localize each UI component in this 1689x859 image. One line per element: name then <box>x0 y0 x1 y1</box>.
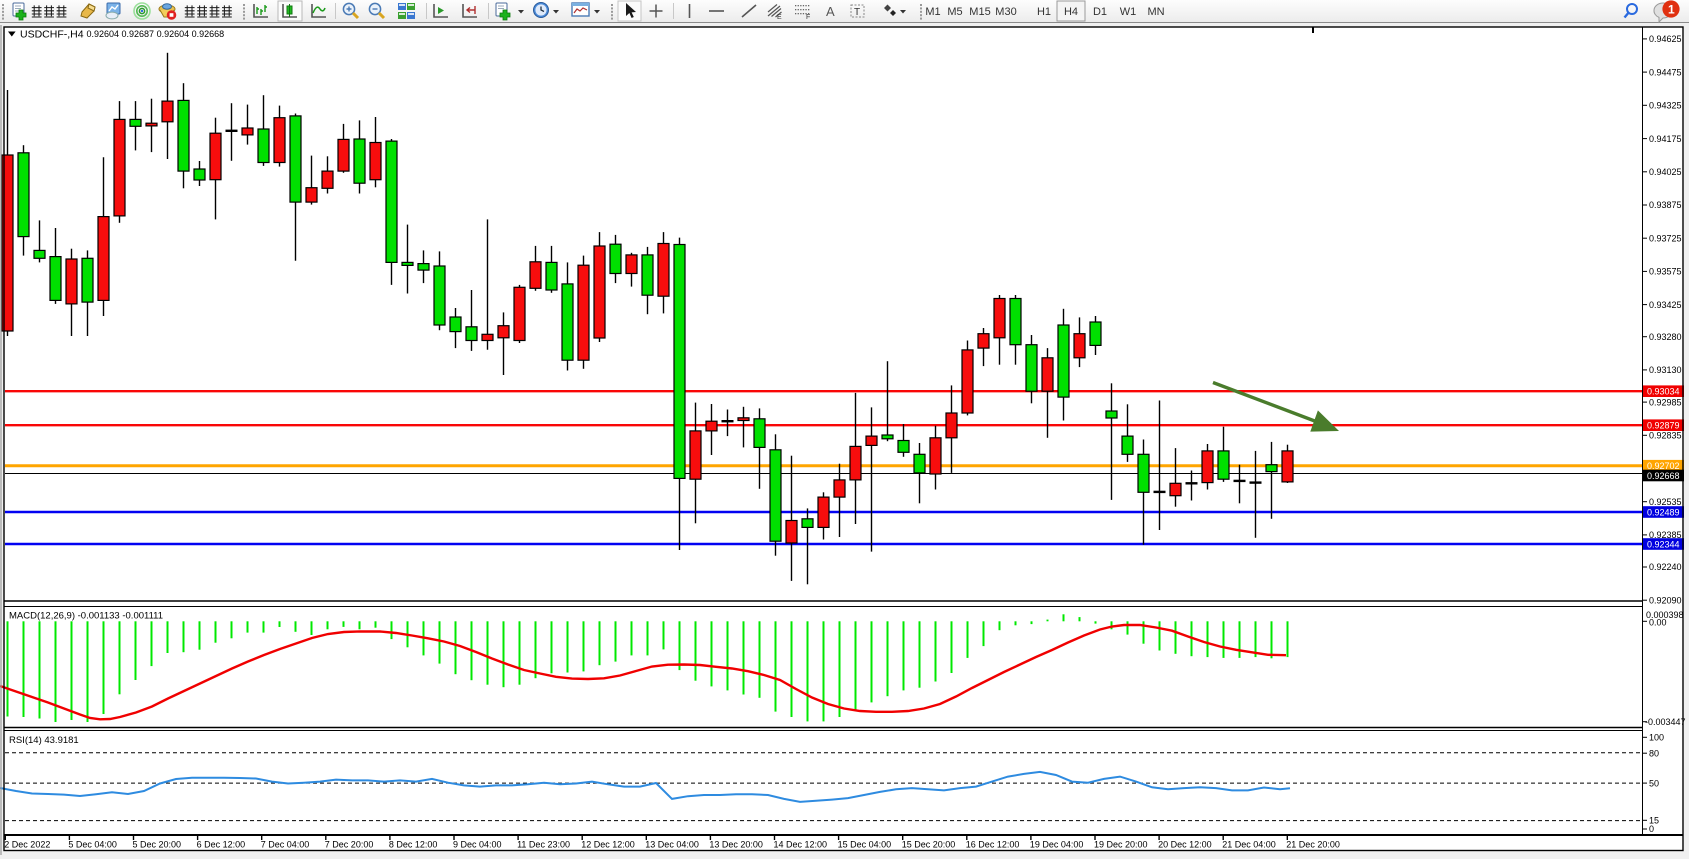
svg-text:M30: M30 <box>995 6 1016 18</box>
svg-text:0: 0 <box>1649 824 1654 834</box>
svg-text:E: E <box>777 14 782 21</box>
svg-text:0.93725: 0.93725 <box>1649 233 1682 243</box>
svg-text:0.92668: 0.92668 <box>1647 471 1680 481</box>
svg-text:0.93130: 0.93130 <box>1649 365 1682 375</box>
svg-text:15 Dec 20:00: 15 Dec 20:00 <box>902 840 956 850</box>
svg-text:0.92835: 0.92835 <box>1649 431 1682 441</box>
svg-text:F: F <box>806 14 810 21</box>
svg-text:8 Dec 12:00: 8 Dec 12:00 <box>389 840 438 850</box>
svg-text:5 Dec 04:00: 5 Dec 04:00 <box>68 840 117 850</box>
svg-text:7 Dec 20:00: 7 Dec 20:00 <box>325 840 374 850</box>
svg-text:RSI(14) 43.9181: RSI(14) 43.9181 <box>9 735 79 746</box>
svg-text:6 Dec 12:00: 6 Dec 12:00 <box>197 840 246 850</box>
svg-text:13 Dec 04:00: 13 Dec 04:00 <box>645 840 699 850</box>
svg-text:H4: H4 <box>1064 6 1078 18</box>
svg-text:M15: M15 <box>969 6 990 18</box>
svg-text:D1: D1 <box>1093 6 1107 18</box>
svg-text:0.94625: 0.94625 <box>1649 34 1682 44</box>
svg-text:A: A <box>826 4 835 19</box>
svg-text:0.000398: 0.000398 <box>1646 610 1684 620</box>
svg-text:21 Dec 20:00: 21 Dec 20:00 <box>1286 840 1340 850</box>
svg-text:0.92879: 0.92879 <box>1647 421 1680 431</box>
svg-text:M1: M1 <box>925 6 940 18</box>
svg-text:5 Dec 20:00: 5 Dec 20:00 <box>133 840 182 850</box>
svg-text:M5: M5 <box>947 6 962 18</box>
svg-text:W1: W1 <box>1120 6 1137 18</box>
svg-text:MN: MN <box>1147 6 1164 18</box>
svg-text:19 Dec 04:00: 19 Dec 04:00 <box>1030 840 1084 850</box>
svg-text:0.93875: 0.93875 <box>1649 200 1682 210</box>
svg-text:0.92240: 0.92240 <box>1649 562 1682 572</box>
svg-text:11 Dec 23:00: 11 Dec 23:00 <box>517 840 570 850</box>
svg-text:50: 50 <box>1649 778 1659 788</box>
svg-text:0.92535: 0.92535 <box>1649 497 1682 507</box>
svg-text:0.94325: 0.94325 <box>1649 101 1682 111</box>
svg-text:2 Dec 2022: 2 Dec 2022 <box>4 840 50 850</box>
svg-text:19 Dec 20:00: 19 Dec 20:00 <box>1094 840 1148 850</box>
svg-text:-0.003447: -0.003447 <box>1645 717 1686 727</box>
svg-text:0.94025: 0.94025 <box>1649 167 1682 177</box>
svg-text:0.92604 0.92687 0.92604 0.9266: 0.92604 0.92687 0.92604 0.92668 <box>87 29 225 39</box>
svg-text:20 Dec 12:00: 20 Dec 12:00 <box>1158 840 1212 850</box>
svg-text:0.93280: 0.93280 <box>1649 332 1682 342</box>
svg-text:0.93575: 0.93575 <box>1649 267 1682 277</box>
svg-text:T: T <box>854 7 860 18</box>
svg-text:7 Dec 04:00: 7 Dec 04:00 <box>261 840 310 850</box>
svg-text:0.94175: 0.94175 <box>1649 134 1682 144</box>
svg-text:100: 100 <box>1649 733 1664 743</box>
svg-text:14 Dec 12:00: 14 Dec 12:00 <box>774 840 828 850</box>
svg-text:0.00: 0.00 <box>1649 618 1667 628</box>
svg-text:MACD(12,26,9) -0.001133 -0.001: MACD(12,26,9) -0.001133 -0.001111 <box>9 611 163 622</box>
svg-text:21 Dec 04:00: 21 Dec 04:00 <box>1222 840 1276 850</box>
svg-text:USDCHF-,H4: USDCHF-,H4 <box>20 29 84 41</box>
svg-text:80: 80 <box>1649 748 1659 758</box>
svg-text:15: 15 <box>1649 816 1659 826</box>
svg-text:0.92985: 0.92985 <box>1649 397 1682 407</box>
svg-text:13 Dec 20:00: 13 Dec 20:00 <box>709 840 763 850</box>
svg-text:0.92090: 0.92090 <box>1649 595 1682 605</box>
svg-text:0.93425: 0.93425 <box>1649 300 1682 310</box>
svg-text:H1: H1 <box>1037 6 1051 18</box>
svg-text:0.92489: 0.92489 <box>1647 507 1680 517</box>
svg-text:0.93034: 0.93034 <box>1647 387 1680 397</box>
svg-text:1: 1 <box>1668 3 1675 17</box>
svg-text:0.92702: 0.92702 <box>1647 461 1680 471</box>
svg-text:0.92385: 0.92385 <box>1649 530 1682 540</box>
svg-text:9 Dec 04:00: 9 Dec 04:00 <box>453 840 502 850</box>
svg-text:16 Dec 12:00: 16 Dec 12:00 <box>966 840 1020 850</box>
svg-text:15 Dec 04:00: 15 Dec 04:00 <box>838 840 892 850</box>
svg-text:12 Dec 12:00: 12 Dec 12:00 <box>581 840 635 850</box>
svg-text:0.92344: 0.92344 <box>1647 539 1680 549</box>
svg-text:0.94475: 0.94475 <box>1649 67 1682 77</box>
